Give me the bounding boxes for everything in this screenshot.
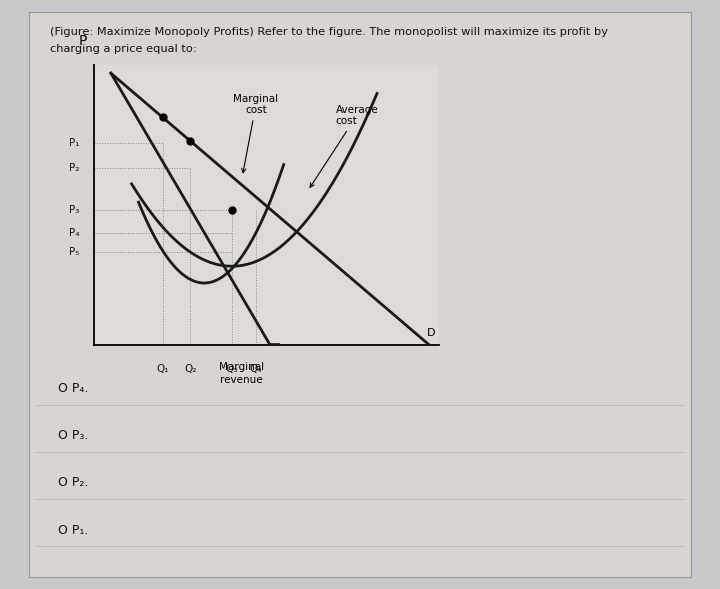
Text: P: P — [79, 34, 87, 48]
Text: Q₂: Q₂ — [184, 364, 197, 374]
Text: Marginal
revenue: Marginal revenue — [219, 362, 264, 385]
Text: P₅: P₅ — [69, 247, 80, 257]
Text: O P₃.: O P₃. — [58, 429, 88, 442]
Text: Marginal
cost: Marginal cost — [233, 94, 279, 173]
Text: P₄: P₄ — [69, 228, 80, 237]
Text: O P₂.: O P₂. — [58, 477, 88, 489]
Text: Average
cost: Average cost — [310, 105, 378, 187]
Text: P₂: P₂ — [69, 163, 80, 173]
Text: P₁: P₁ — [69, 138, 80, 148]
Text: charging a price equal to:: charging a price equal to: — [50, 44, 197, 54]
Text: O P₁.: O P₁. — [58, 524, 88, 537]
Text: (Figure: Maximize Monopoly Profits) Refer to the figure. The monopolist will max: (Figure: Maximize Monopoly Profits) Refe… — [50, 27, 608, 37]
Text: Q₁: Q₁ — [156, 364, 169, 374]
Text: O P₄.: O P₄. — [58, 382, 88, 395]
Text: Q₃: Q₃ — [225, 364, 238, 374]
Text: Q₄: Q₄ — [250, 364, 262, 374]
Text: D: D — [427, 329, 436, 338]
Text: P₃: P₃ — [69, 206, 80, 215]
